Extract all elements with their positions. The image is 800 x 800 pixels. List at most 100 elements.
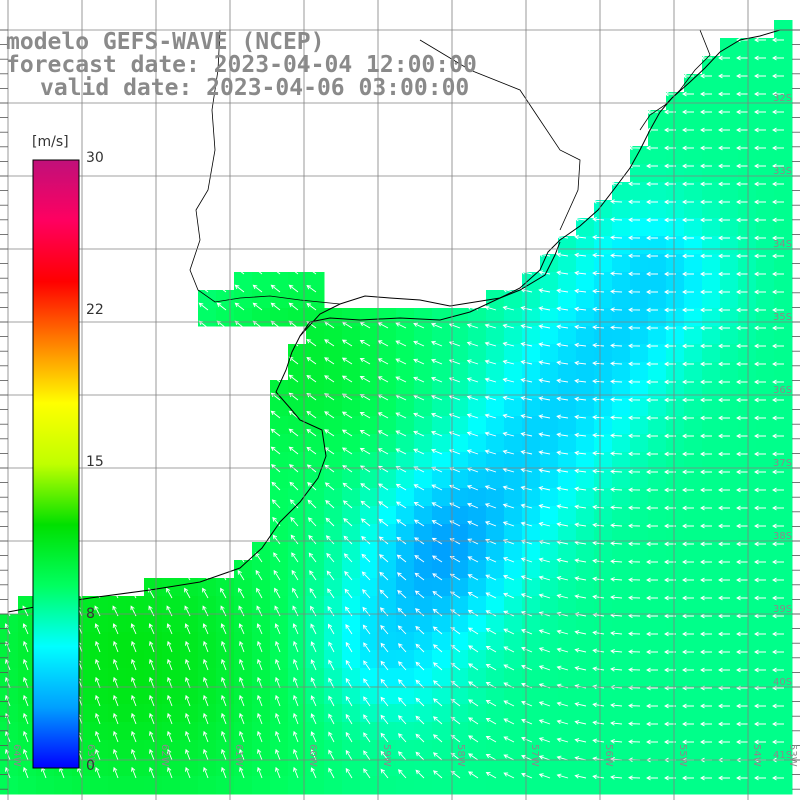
wind-speed-cell	[684, 506, 703, 525]
wind-arrow	[754, 307, 766, 313]
wind-arrow	[221, 640, 227, 653]
wind-speed-cell	[270, 758, 289, 777]
wind-arrow	[467, 627, 479, 635]
wind-speed-cell	[630, 164, 649, 183]
wind-arrow	[432, 608, 443, 617]
wind-speed-cell	[720, 722, 739, 741]
wind-speed-cell	[504, 614, 523, 633]
wind-speed-cell	[738, 362, 757, 381]
wind-speed-cell	[684, 560, 703, 579]
wind-speed-cell	[72, 776, 91, 795]
wind-arrow	[718, 307, 730, 313]
wind-arrow	[718, 739, 730, 745]
wind-speed-cell	[504, 416, 523, 435]
wind-arrow	[754, 775, 766, 781]
wind-speed-cell	[774, 416, 793, 435]
wind-speed-cell	[702, 218, 721, 237]
wind-speed-cell	[738, 200, 757, 219]
wind-speed-cell	[648, 704, 667, 723]
wind-speed-cell	[720, 272, 739, 291]
wind-arrow	[610, 271, 623, 276]
wind-arrow	[485, 717, 497, 725]
wind-arrow	[341, 375, 353, 383]
wind-arrow	[345, 749, 353, 761]
wind-speed-cell	[630, 362, 649, 381]
wind-speed-cell	[594, 704, 613, 723]
wind-speed-cell	[162, 596, 181, 615]
wind-arrow	[216, 284, 227, 293]
wind-arrow	[379, 589, 389, 599]
wind-arrow	[610, 720, 623, 726]
wind-speed-cell	[468, 578, 487, 597]
wind-speed-cell	[144, 776, 163, 795]
wind-speed-cell	[576, 704, 595, 723]
wind-arrow	[430, 340, 443, 347]
longitude-label: 58W	[455, 744, 466, 767]
wind-arrow	[592, 325, 605, 330]
wind-arrow	[484, 520, 497, 527]
wind-speed-cell	[396, 326, 415, 345]
wind-arrow	[538, 468, 551, 473]
wind-speed-cell	[702, 362, 721, 381]
wind-arrow	[363, 732, 371, 743]
wind-speed-cell	[702, 164, 721, 183]
longitude-label: 64W	[11, 744, 22, 767]
wind-arrow	[538, 521, 551, 527]
latitude-label: 36S	[773, 385, 792, 396]
wind-arrow	[291, 569, 299, 581]
wind-arrow	[592, 451, 605, 456]
wind-arrow	[754, 397, 766, 403]
wind-arrow	[485, 610, 497, 617]
wind-arrow	[221, 730, 227, 743]
wind-arrow	[380, 768, 389, 779]
wind-speed-cell	[666, 614, 685, 633]
wind-arrow	[610, 451, 623, 456]
wind-speed-cell	[558, 578, 577, 597]
wind-speed-cell	[396, 488, 415, 507]
wind-arrow	[610, 577, 623, 582]
wind-speed-cell	[396, 722, 415, 741]
wind-speed-cell	[306, 740, 325, 759]
wind-speed-cell	[360, 704, 379, 723]
wind-speed-cell	[666, 758, 685, 777]
wind-arrow	[257, 640, 263, 653]
wind-speed-cell	[324, 740, 343, 759]
wind-arrow	[238, 587, 245, 599]
wind-speed-cell	[774, 668, 793, 687]
wind-speed-cell	[648, 344, 667, 363]
wind-arrow	[485, 592, 497, 599]
wind-speed-cell	[594, 596, 613, 615]
wind-arrow	[203, 658, 209, 671]
wind-arrow	[682, 721, 694, 727]
wind-speed-cell	[342, 380, 361, 399]
forecast-date: forecast date: 2023-04-04 12:00:00	[6, 52, 477, 78]
wind-speed-cell	[486, 380, 505, 399]
wind-speed-cell	[522, 578, 541, 597]
wind-arrow	[718, 469, 730, 475]
wind-arrow	[520, 450, 533, 455]
wind-speed-cell	[396, 452, 415, 471]
wind-speed-cell	[666, 650, 685, 669]
wind-arrow	[736, 703, 748, 709]
wind-arrow	[646, 397, 658, 403]
wind-speed-cell	[216, 704, 235, 723]
wind-speed-cell	[432, 560, 451, 579]
wind-speed-cell	[540, 488, 559, 507]
wind-arrow	[754, 451, 766, 457]
wind-speed-cell	[180, 722, 199, 741]
wind-speed-cell	[18, 614, 37, 633]
wind-arrow	[682, 199, 694, 205]
wind-speed-cell	[144, 578, 163, 597]
wind-speed-cell	[666, 362, 685, 381]
wind-speed-cell	[630, 326, 649, 345]
wind-arrow	[221, 748, 227, 761]
wind-arrow	[610, 469, 623, 474]
uruguay-coast	[499, 241, 561, 299]
wind-speed-cell	[720, 470, 739, 489]
wind-speed-cell	[468, 434, 487, 453]
wind-speed-cell	[504, 740, 523, 759]
wind-speed-cell	[396, 578, 415, 597]
wind-speed-cell	[396, 398, 415, 417]
wind-arrow	[772, 739, 784, 745]
wind-speed-cell	[288, 722, 307, 741]
